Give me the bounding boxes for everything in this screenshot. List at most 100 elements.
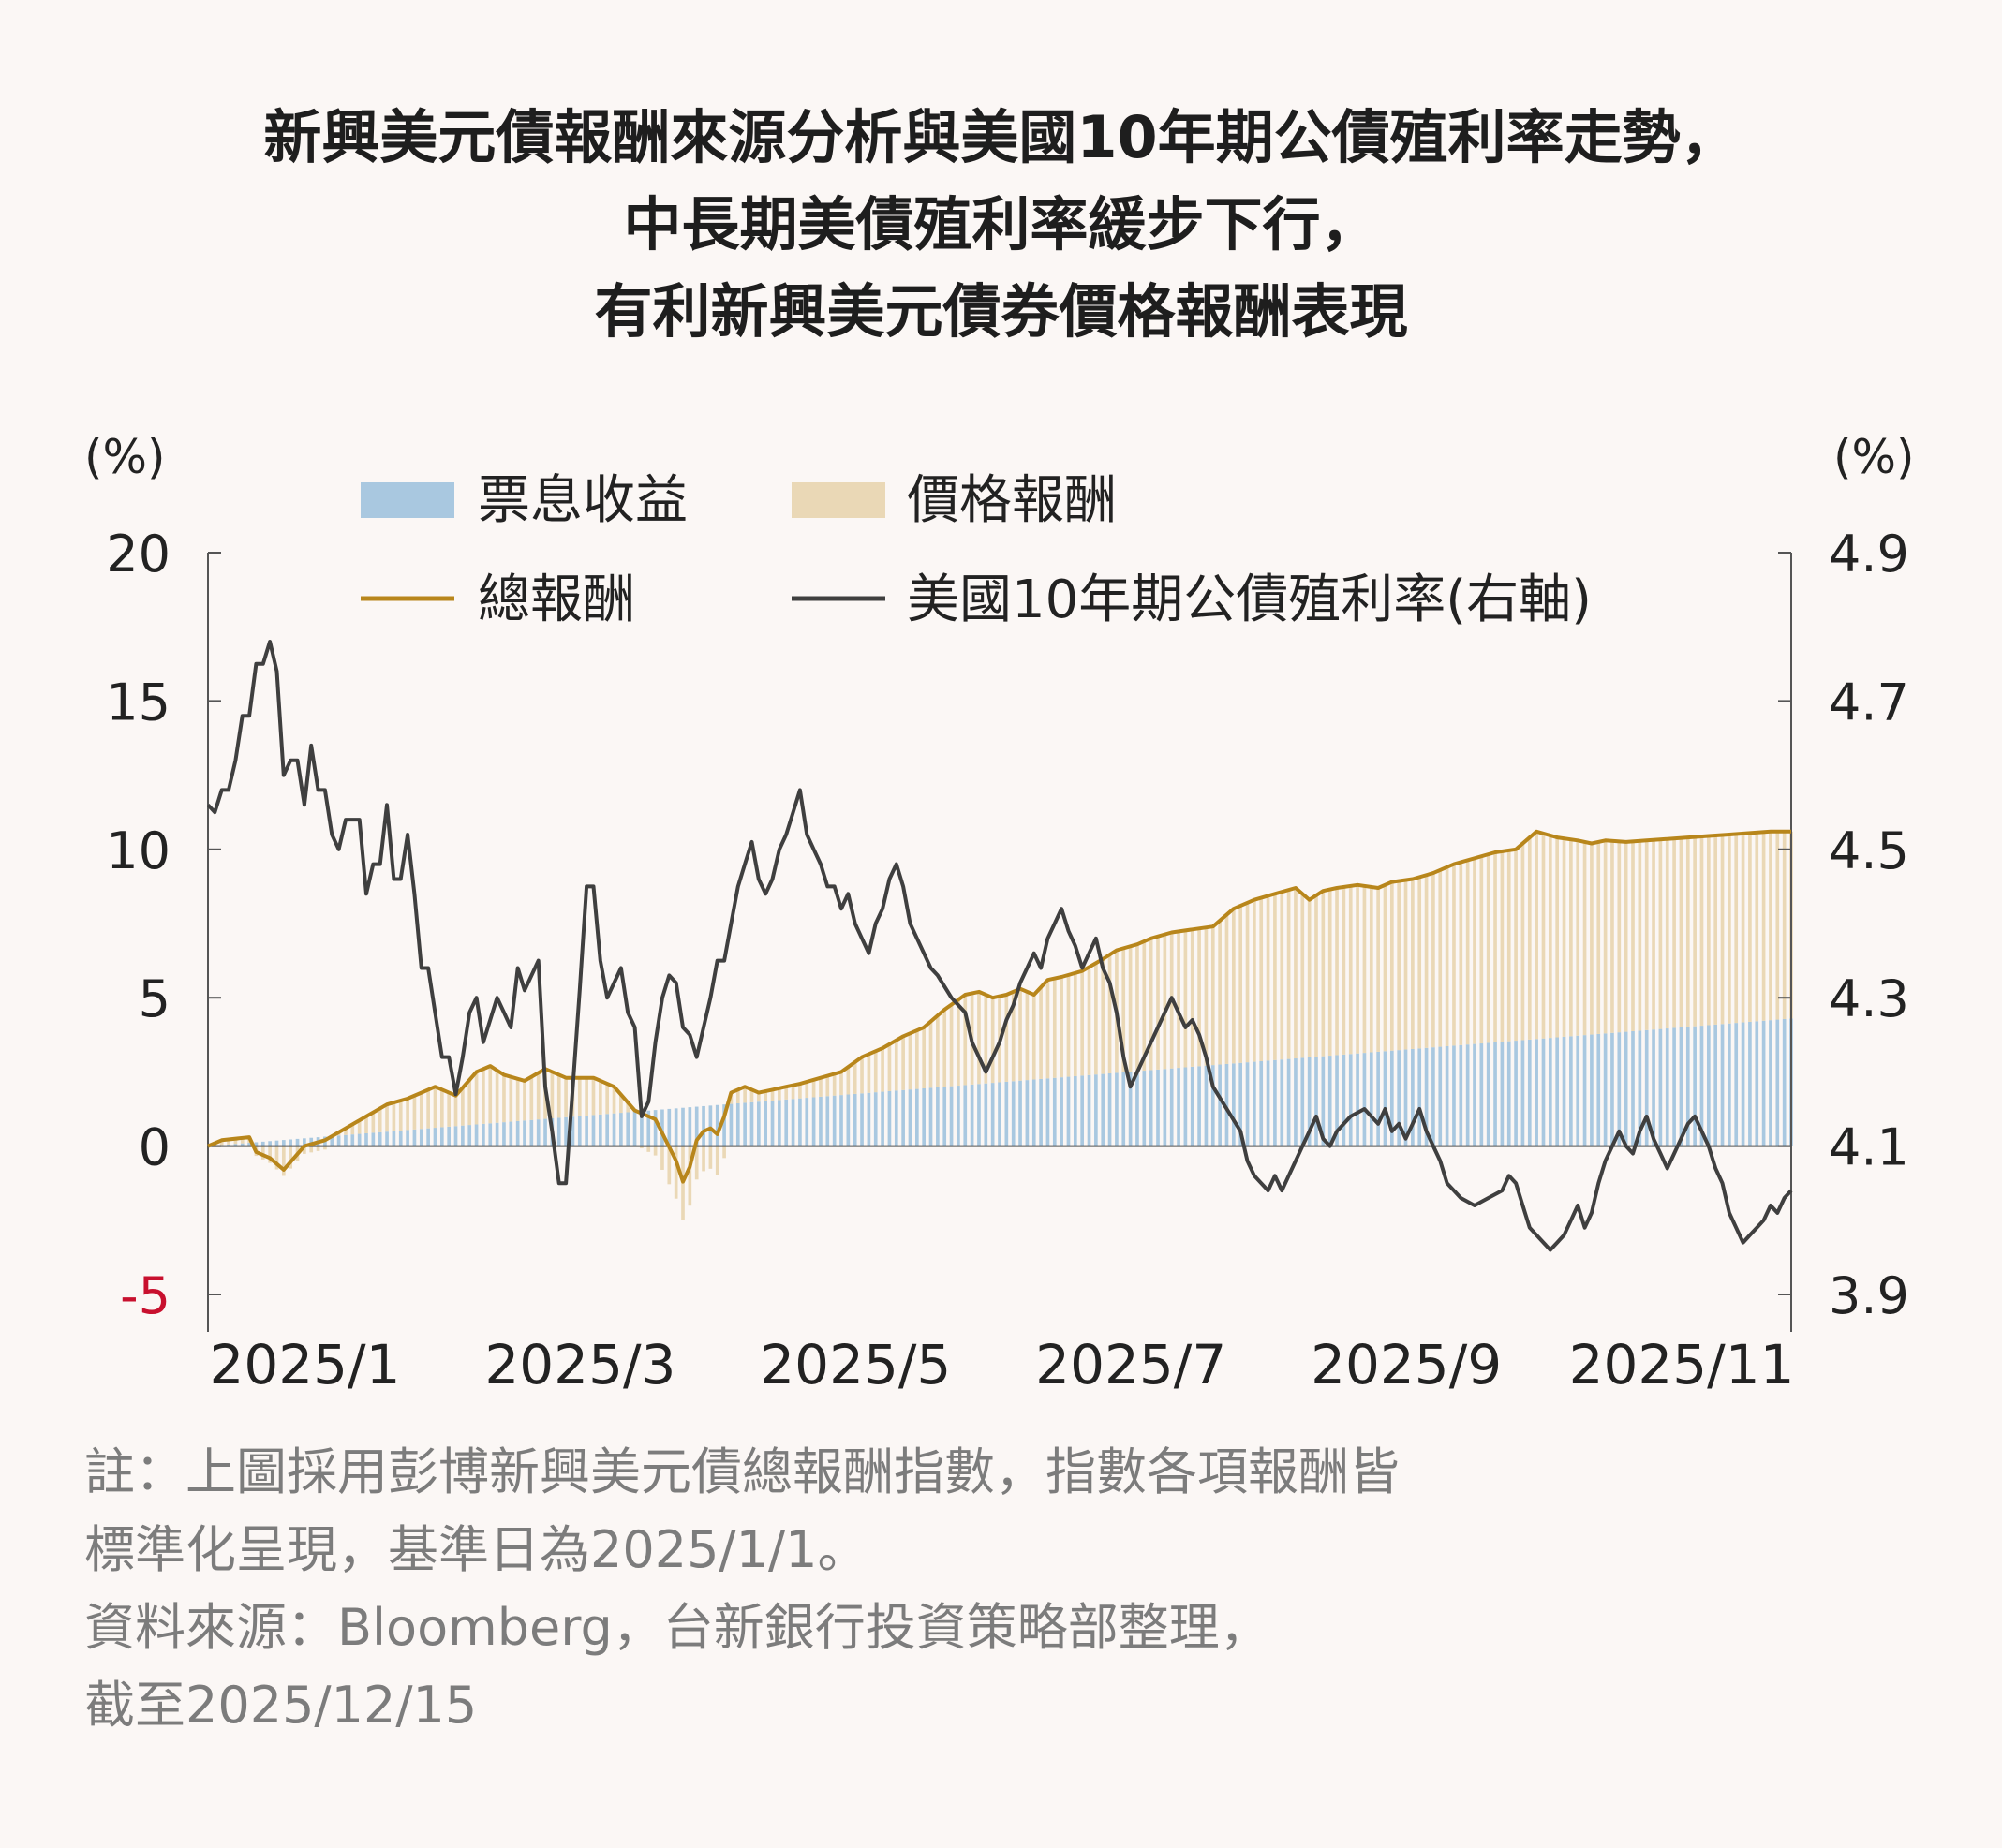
price-bar [1307, 899, 1312, 1057]
price-bar [591, 1077, 596, 1116]
coupon-bar [791, 1099, 795, 1146]
price-bar [1638, 840, 1642, 1031]
coupon-bar [1327, 1056, 1332, 1146]
coupon-bar [860, 1093, 864, 1146]
coupon-bar [881, 1091, 884, 1146]
price-bar [1004, 995, 1009, 1082]
coupon-bar [798, 1098, 802, 1146]
coupon-bar [556, 1117, 561, 1146]
coupon-bar [1294, 1058, 1298, 1146]
coupon-bar [1321, 1056, 1326, 1146]
price-bar [612, 1087, 616, 1114]
coupon-bar [509, 1121, 513, 1146]
coupon-bar [749, 1101, 754, 1146]
coupon-bar [1156, 1069, 1160, 1146]
price-bar [1403, 880, 1408, 1050]
price-bar [626, 1102, 630, 1113]
price-bar [398, 1101, 403, 1131]
coupon-bar [922, 1088, 927, 1146]
coupon-bar [1555, 1037, 1560, 1146]
left-tick-label: 10 [106, 821, 171, 880]
note-line-2: 標準化呈現，基準日為2025/1/1。 [84, 1520, 868, 1579]
coupon-bar [660, 1109, 664, 1146]
price-bar [1734, 834, 1739, 1024]
price-bar [798, 1084, 802, 1099]
coupon-bar [433, 1128, 437, 1146]
coupon-bar [1638, 1030, 1642, 1146]
coupon-bar [1197, 1066, 1201, 1146]
price-bar [1045, 980, 1050, 1079]
price-bar [1693, 836, 1697, 1027]
price-bar [1617, 841, 1622, 1033]
right-tick-label: 4.9 [1829, 525, 1909, 584]
coupon-bar [1479, 1043, 1484, 1146]
price-bar [1266, 895, 1270, 1061]
price-bar [1342, 886, 1346, 1055]
coupon-bar [1500, 1042, 1505, 1146]
price-bar [439, 1089, 444, 1128]
left-tick-label: 15 [106, 673, 171, 732]
coupon-bar [1734, 1023, 1739, 1146]
price-bar [577, 1077, 582, 1116]
price-bar [735, 1089, 740, 1103]
coupon-bar [564, 1116, 568, 1146]
coupon-bar [702, 1105, 705, 1146]
coupon-bar [784, 1099, 789, 1146]
coupon-bar [901, 1089, 905, 1146]
coupon-bar [729, 1103, 734, 1146]
price-bar [289, 1146, 293, 1169]
price-bar [1183, 930, 1188, 1068]
coupon-bar [1596, 1033, 1601, 1146]
coupon-bar [523, 1120, 526, 1146]
price-bar [867, 1054, 871, 1093]
price-bar [1411, 879, 1415, 1049]
price-bar [598, 1080, 602, 1115]
x-tick-label: 2025/7 [1035, 1333, 1226, 1397]
coupon-bar [867, 1092, 871, 1146]
coupon-bar [1679, 1027, 1683, 1146]
legend-price-swatch [792, 482, 885, 518]
left-tick-label: 20 [106, 525, 171, 584]
price-bar [819, 1077, 823, 1097]
price-bar [303, 1146, 306, 1154]
coupon-bar [1665, 1028, 1669, 1146]
coupon-bar [385, 1131, 389, 1146]
price-bar [949, 1004, 954, 1087]
price-bar [922, 1027, 927, 1089]
price-bar [1438, 869, 1443, 1047]
price-bar [1218, 920, 1222, 1065]
coupon-bar [1224, 1063, 1229, 1146]
coupon-bar [1459, 1044, 1463, 1146]
coupon-bar [350, 1134, 355, 1146]
price-bar [1672, 838, 1676, 1028]
coupon-bar [577, 1116, 582, 1146]
coupon-bar [1713, 1024, 1718, 1146]
price-bar [515, 1078, 520, 1121]
price-bar [585, 1077, 588, 1116]
price-bar [1335, 887, 1339, 1056]
price-bar [488, 1066, 493, 1124]
coupon-bar [233, 1144, 238, 1146]
coupon-bar [1183, 1067, 1188, 1146]
price-bar [268, 1146, 272, 1163]
coupon-bar [1253, 1061, 1256, 1146]
coupon-bar [1761, 1020, 1766, 1146]
price-bar [1761, 832, 1766, 1021]
right-tick-label: 3.9 [1829, 1266, 1909, 1325]
coupon-bar [1231, 1063, 1236, 1146]
coupon-bar [1218, 1064, 1222, 1146]
x-tick-label: 2025/9 [1311, 1333, 1502, 1397]
coupon-bar [1266, 1060, 1270, 1146]
coupon-bar [1535, 1039, 1538, 1146]
price-bar [1060, 977, 1063, 1078]
coupon-bar [928, 1087, 933, 1146]
price-bar [316, 1146, 320, 1151]
coupon-bar [1548, 1038, 1552, 1146]
coupon-bar [1286, 1058, 1291, 1146]
coupon-bar [1617, 1032, 1622, 1146]
coupon-bar [612, 1113, 616, 1146]
price-bar [1121, 948, 1126, 1072]
coupon-bar [1693, 1026, 1697, 1146]
price-bar [1383, 884, 1387, 1052]
price-bar [1149, 938, 1153, 1071]
